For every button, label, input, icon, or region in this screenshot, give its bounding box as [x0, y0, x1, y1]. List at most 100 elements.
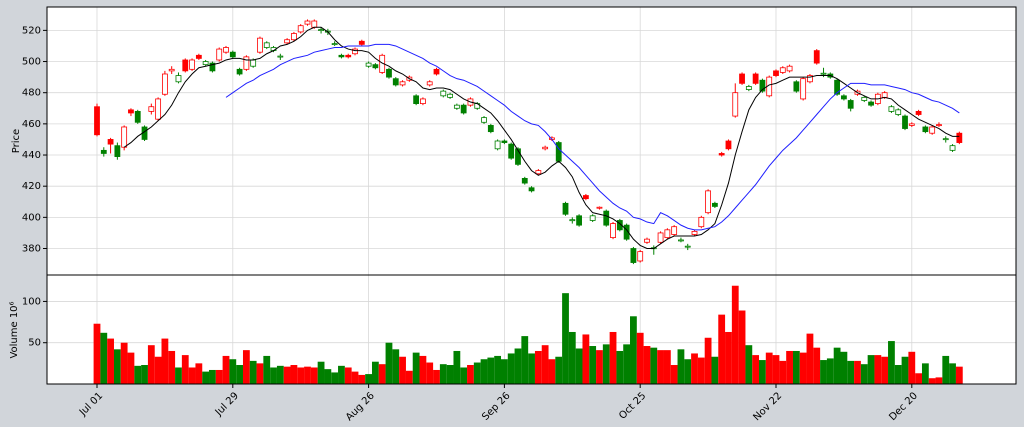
- candle-body: [678, 239, 684, 242]
- volume-bar: [935, 377, 943, 384]
- volume-bar: [928, 378, 936, 384]
- volume-bar: [405, 370, 413, 384]
- volume-bar: [534, 350, 542, 384]
- x-tick-label: Aug 26: [344, 390, 377, 423]
- volume-bar: [514, 348, 522, 384]
- candle-body: [243, 56, 250, 70]
- y-tick-label: 400: [22, 212, 41, 223]
- candle-body: [311, 20, 318, 28]
- volume-bar: [901, 356, 909, 384]
- x-tick-label: Oct 25: [617, 390, 648, 421]
- candle-body: [535, 170, 542, 175]
- volume-bar: [813, 347, 821, 384]
- candle-body: [345, 54, 352, 58]
- candle-body: [908, 123, 915, 126]
- volume-bar: [820, 360, 827, 384]
- y-tick-label: 480: [22, 88, 41, 99]
- candle-body: [902, 115, 908, 129]
- volume-bar: [752, 355, 760, 384]
- volume-bar: [249, 360, 257, 384]
- volume-bar: [304, 366, 311, 384]
- candle-body: [603, 210, 610, 226]
- y-tick-label: 440: [22, 150, 41, 161]
- volume-bar: [589, 346, 597, 384]
- volume-bar: [697, 357, 705, 384]
- volume-bar: [215, 369, 223, 384]
- volume-bar: [93, 323, 101, 384]
- volume-bar: [480, 359, 488, 384]
- candle-body: [800, 78, 807, 100]
- volume-bar: [310, 367, 318, 384]
- candle-body: [338, 54, 345, 58]
- candle-body: [942, 138, 949, 141]
- candle-body: [487, 125, 494, 133]
- volume-bar: [399, 356, 406, 384]
- volume-bar: [175, 367, 182, 384]
- volume-bar: [806, 333, 814, 384]
- candle-body: [494, 140, 501, 150]
- volume-bar: [521, 336, 529, 384]
- candle-body: [440, 90, 447, 97]
- volume-bar: [826, 358, 834, 384]
- candle-body: [610, 223, 616, 239]
- candle-body: [739, 73, 745, 84]
- candle-body: [100, 149, 107, 154]
- volume-bar: [663, 350, 671, 384]
- candle-body: [189, 59, 195, 70]
- volume-bar: [446, 365, 454, 384]
- candle-body: [223, 47, 229, 53]
- volume-bar: [188, 367, 196, 384]
- volume-bar: [738, 310, 746, 384]
- volume-bar: [684, 359, 692, 384]
- volume-bar: [840, 351, 848, 384]
- volume-bar: [392, 349, 400, 384]
- volume-bar: [324, 369, 332, 384]
- candle-body: [793, 81, 800, 92]
- y-tick-label: 460: [22, 119, 41, 130]
- candle-body: [216, 48, 223, 61]
- candle-body: [372, 64, 379, 69]
- candle-body: [257, 37, 263, 53]
- volume-bar: [134, 365, 142, 384]
- candle-body: [229, 51, 236, 58]
- candle-body: [773, 70, 779, 76]
- candle-body: [711, 202, 718, 207]
- x-tick-label: Jul 01: [77, 390, 105, 418]
- volume-bar: [718, 314, 726, 384]
- volume-bar: [195, 363, 203, 384]
- volume-bar: [487, 357, 495, 384]
- y-tick-label: 100: [22, 296, 41, 307]
- candle-body: [433, 68, 440, 75]
- candle-body: [664, 229, 671, 239]
- y-tick-label: 420: [22, 181, 41, 192]
- candle-body: [250, 59, 257, 67]
- volume-bar: [263, 355, 271, 384]
- volume-bar: [290, 365, 298, 384]
- volume-bar: [113, 349, 121, 384]
- candle-body: [807, 75, 813, 83]
- candle-body: [114, 145, 121, 157]
- x-tick-label: Dec 20: [887, 390, 920, 423]
- candle-body: [168, 68, 175, 72]
- volume-bar: [650, 347, 658, 384]
- candle-body: [820, 72, 827, 75]
- candle-body: [786, 65, 793, 72]
- volume-bar: [643, 346, 651, 384]
- volume-bar: [779, 360, 787, 384]
- candle-body: [392, 78, 399, 86]
- candle-body: [888, 106, 895, 112]
- candle-body: [576, 215, 582, 226]
- volume-bar: [596, 350, 603, 384]
- candle-body: [297, 25, 304, 33]
- candle-body: [582, 195, 589, 200]
- volume-bar: [209, 369, 216, 384]
- volume-bar: [467, 365, 474, 384]
- candle-body: [148, 106, 155, 112]
- candle-body: [209, 62, 216, 72]
- candle-body: [936, 124, 942, 127]
- y-axis-label: Price: [11, 129, 22, 153]
- volume-bar: [501, 359, 508, 384]
- volume-bar: [881, 356, 889, 384]
- candle-body: [263, 42, 270, 48]
- candle-body: [630, 248, 637, 263]
